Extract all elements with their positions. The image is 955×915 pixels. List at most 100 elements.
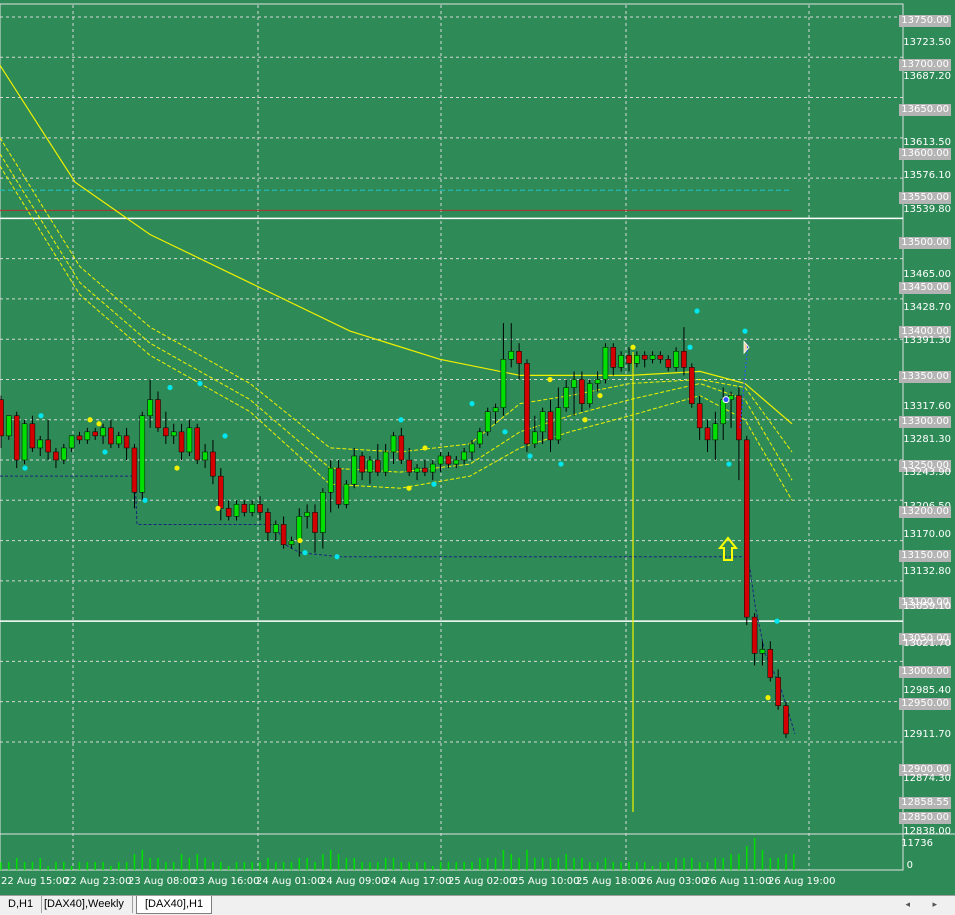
price-label: 13250.00	[899, 460, 951, 472]
tab-scroll-arrows-icon[interactable]: ◂ ▸	[905, 899, 947, 909]
price-label: 13500.00	[899, 237, 951, 249]
price-label: 12900.00	[899, 764, 951, 776]
candle-body	[296, 516, 303, 541]
time-label: 26 Aug 19:00	[768, 876, 836, 887]
price-label: 13450.00	[899, 282, 951, 294]
candle-body	[0, 399, 4, 437]
candle-body	[53, 451, 59, 461]
price-label: 13170.00	[903, 529, 951, 540]
signal-dot	[174, 465, 180, 471]
candle-body	[92, 431, 98, 437]
price-label: 13428.70	[903, 302, 951, 313]
candle-body	[382, 451, 389, 473]
price-chart[interactable]	[0, 0, 955, 895]
candle-body	[445, 455, 452, 465]
candle-body	[100, 427, 106, 437]
candle-body	[241, 504, 248, 513]
candle-body	[249, 504, 255, 513]
candle-body	[437, 455, 444, 465]
signal-dot	[102, 449, 108, 455]
price-label: 12874.30	[903, 773, 951, 784]
signal-dot	[726, 461, 732, 467]
price-label: 13650.00	[899, 104, 951, 116]
price-label: 13200.00	[899, 506, 951, 518]
price-label: 13700.00	[899, 59, 951, 71]
chart-area[interactable]: 13750.00 13723.50 13700.00 13687.20 13650.00…	[0, 0, 955, 895]
candle-body	[736, 395, 742, 441]
signal-dot	[694, 308, 700, 314]
volume-zero-label: 0	[906, 860, 913, 871]
price-label: 13281.30	[903, 434, 951, 445]
time-label: 26 Aug 11:00	[704, 876, 772, 887]
tab-dax40-weekly[interactable]: [DAX40],Weekly	[36, 896, 133, 913]
signal-dot	[558, 461, 564, 467]
signal-dot	[502, 429, 508, 435]
candle-body	[516, 351, 522, 364]
signal-dot	[142, 497, 148, 503]
candle-body	[500, 359, 507, 408]
candle-body	[108, 427, 114, 445]
candle-body	[273, 524, 279, 533]
candle-body	[343, 483, 350, 505]
signal-dot	[167, 384, 173, 391]
time-label: 23 Aug 08:00	[128, 876, 196, 887]
time-label: 26 Aug 03:00	[640, 876, 708, 887]
price-label: 13000.00	[899, 666, 951, 678]
time-label: 24 Aug 01:00	[256, 876, 324, 887]
exit-marker	[743, 340, 750, 355]
time-label: 23 Aug 16:00	[192, 876, 260, 887]
signal-dot	[406, 485, 412, 491]
tab-dax40-h1[interactable]: [DAX40],H1	[136, 896, 213, 914]
candle-body	[783, 705, 789, 735]
candle-body	[398, 435, 405, 461]
price-label: 13465.00	[903, 269, 951, 280]
candle-body	[547, 411, 554, 441]
candle-body	[163, 427, 169, 437]
candle-body	[712, 423, 719, 441]
price-label: 13021.70	[903, 638, 951, 649]
signal-dot	[96, 421, 102, 427]
candle-body	[280, 524, 287, 545]
candle-body	[225, 508, 232, 517]
entry-marker	[722, 396, 730, 404]
candle-body	[29, 423, 36, 449]
signal-dot	[582, 417, 588, 423]
candle-body	[681, 351, 687, 368]
candle-body	[524, 363, 530, 445]
trade-line	[739, 343, 749, 428]
price-label: 13391.30	[903, 335, 951, 346]
price-label: 13687.20	[903, 71, 951, 82]
signal-dot	[742, 328, 748, 334]
candle-body	[469, 443, 475, 453]
candle-body	[414, 467, 420, 473]
price-label: 13100.00	[899, 597, 951, 609]
candle-body	[312, 512, 318, 533]
price-label: 12850.00	[899, 812, 951, 824]
candle-body	[351, 455, 357, 485]
candle-body	[649, 355, 656, 360]
candle-body	[461, 451, 467, 461]
ma-long-line	[0, 64, 793, 425]
tab-d-h1[interactable]: D,H1	[0, 896, 43, 913]
candle-body	[610, 347, 617, 368]
time-label: 25 Aug 02:00	[448, 876, 516, 887]
time-label: 24 Aug 09:00	[320, 876, 388, 887]
candle-body	[759, 649, 766, 654]
signal-dot	[547, 376, 553, 383]
candle-body	[37, 439, 43, 449]
candle-body	[233, 504, 240, 517]
candle-body	[587, 383, 593, 404]
candle-body	[555, 407, 562, 441]
price-label: 13150.00	[899, 550, 951, 562]
candle-body	[178, 431, 185, 453]
price-label: 13750.00	[899, 15, 951, 27]
candle-body	[390, 435, 397, 453]
price-label: 13350.00	[899, 371, 951, 383]
signal-dot	[297, 537, 303, 544]
price-label: 12911.70	[903, 729, 951, 740]
time-label: 22 Aug 23:00	[64, 876, 132, 887]
signal-dot	[87, 417, 93, 423]
candle-body	[532, 431, 538, 445]
candle-body	[767, 649, 774, 678]
signal-dot	[38, 413, 44, 419]
